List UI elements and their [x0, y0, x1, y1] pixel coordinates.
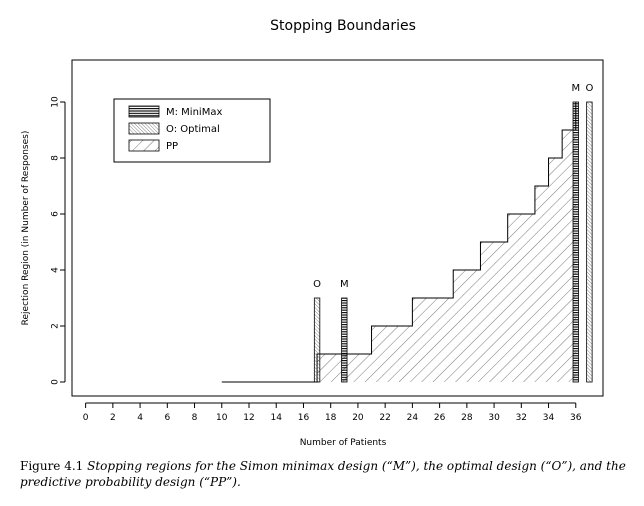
x-tick-label-5: 10 — [216, 413, 228, 423]
minimax-bar-0 — [341, 297, 348, 383]
y-tick-label-0: 0 — [51, 379, 61, 385]
x-tick-label-2: 4 — [137, 413, 143, 423]
legend-swatch-pp — [128, 139, 160, 152]
legend: M: MiniMax O: Optimal PP — [113, 98, 271, 163]
pp-boundary-line — [221, 102, 577, 383]
x-tick-label-14: 28 — [461, 413, 473, 423]
x-axis-label: Number of Patients — [300, 438, 387, 448]
minimax-bar-label-1: M — [571, 83, 580, 94]
x-tick-label-12: 24 — [407, 413, 419, 423]
x-tick-label-10: 20 — [352, 413, 364, 423]
x-tick-label-7: 14 — [271, 413, 283, 423]
y-tick-label-4: 8 — [51, 155, 61, 161]
x-tick-label-0: 0 — [83, 413, 89, 423]
y-tick-label-1: 2 — [51, 323, 61, 329]
x-tick-label-6: 12 — [243, 413, 254, 423]
x-tick-label-4: 8 — [192, 413, 198, 423]
optimal-bar-1 — [586, 101, 593, 383]
x-tick-label-3: 6 — [164, 413, 170, 423]
x-tick-label-9: 18 — [325, 413, 337, 423]
y-tick-label-5: 10 — [51, 96, 61, 108]
chart-title: Stopping Boundaries — [270, 18, 416, 34]
y-tick-label-2: 4 — [51, 267, 61, 273]
pp-region — [221, 102, 576, 382]
legend-label-minimax: M: MiniMax — [166, 107, 222, 118]
plot-frame — [71, 59, 604, 397]
optimal-bar-label-1: O — [585, 83, 593, 94]
y-axis-label: Rejection Region (in Number of Responses… — [21, 131, 31, 326]
caption-prefix: Figure 4.1 — [20, 459, 84, 473]
legend-swatch-minimax — [128, 105, 160, 118]
legend-label-pp: PP — [166, 141, 178, 152]
x-tick-label-18: 36 — [570, 413, 582, 423]
x-tick-label-16: 32 — [516, 413, 527, 423]
optimal-bar-0 — [313, 297, 321, 383]
minimax-bar-label-0: M — [340, 279, 349, 290]
minimax-bar-1 — [572, 101, 579, 383]
legend-swatch-optimal — [128, 122, 160, 135]
x-tick-label-8: 16 — [298, 413, 310, 423]
legend-label-optimal: O: Optimal — [166, 124, 220, 135]
optimal-bar-label-0: O — [313, 279, 321, 290]
figure-caption: Figure 4.1 Stopping regions for the Simo… — [20, 458, 630, 490]
x-tick-label-17: 34 — [543, 413, 555, 423]
x-tick-label-13: 26 — [434, 413, 446, 423]
y-tick-label-3: 6 — [51, 211, 61, 217]
x-tick-label-1: 2 — [110, 413, 116, 423]
x-tick-label-15: 30 — [488, 413, 500, 423]
caption-text: Stopping regions for the Simon minimax d… — [20, 459, 626, 489]
x-tick-label-11: 22 — [379, 413, 390, 423]
